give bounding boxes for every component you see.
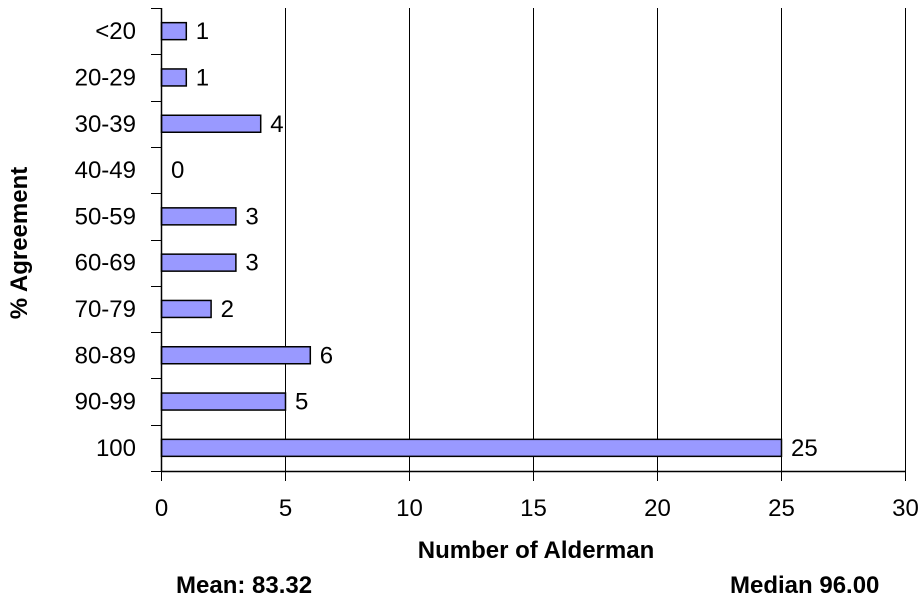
bar-7 bbox=[160, 346, 312, 365]
x-tick-label-20: 20 bbox=[644, 495, 671, 522]
x-tick-label-5: 5 bbox=[279, 495, 292, 522]
labels: 1 <20 1 20-29 4 30-39 0 40-49 3 50-59 3 60-69 2 70-79… bbox=[75, 18, 919, 522]
value-label-3: 0 bbox=[171, 157, 184, 184]
value-label-9: 25 bbox=[791, 435, 818, 462]
category-label-9: 100 bbox=[96, 435, 136, 462]
value-label-1: 1 bbox=[196, 64, 209, 91]
category-label-8: 90-99 bbox=[75, 389, 136, 416]
y-axis-title: % Agreement bbox=[6, 167, 33, 319]
category-label-7: 80-89 bbox=[75, 342, 136, 369]
category-label-5: 60-69 bbox=[75, 250, 136, 277]
bar-1 bbox=[160, 68, 188, 87]
bar-5 bbox=[160, 253, 237, 272]
value-label-5: 3 bbox=[245, 250, 258, 277]
bar-8 bbox=[160, 392, 287, 411]
x-tick-label-30: 30 bbox=[892, 495, 919, 522]
category-label-3: 40-49 bbox=[75, 157, 136, 184]
median-annotation: Median 96.00 bbox=[730, 572, 879, 599]
category-label-1: 20-29 bbox=[75, 64, 136, 91]
bar-2 bbox=[160, 114, 262, 133]
x-axis-title: Number of Alderman bbox=[418, 537, 654, 564]
value-label-0: 1 bbox=[196, 18, 209, 45]
category-label-4: 50-59 bbox=[75, 203, 136, 230]
x-tick-label-25: 25 bbox=[768, 495, 795, 522]
category-label-0: <20 bbox=[95, 18, 136, 45]
axes bbox=[151, 8, 906, 481]
mean-annotation: Mean: 83.32 bbox=[176, 572, 312, 599]
value-label-8: 5 bbox=[295, 389, 308, 416]
value-label-4: 3 bbox=[245, 203, 258, 230]
gridlines bbox=[285, 8, 906, 471]
bar-4 bbox=[160, 207, 237, 226]
x-tick-label-10: 10 bbox=[396, 495, 423, 522]
bar-9 bbox=[160, 438, 783, 458]
category-label-6: 70-79 bbox=[75, 296, 136, 323]
x-tick-label-0: 0 bbox=[155, 495, 168, 522]
bar-0 bbox=[160, 21, 188, 41]
bar-6 bbox=[160, 299, 212, 319]
value-label-7: 6 bbox=[320, 342, 333, 369]
category-label-2: 30-39 bbox=[75, 111, 136, 138]
bars bbox=[160, 21, 783, 458]
x-tick-label-15: 15 bbox=[520, 495, 547, 522]
value-label-6: 2 bbox=[221, 296, 234, 323]
value-label-2: 4 bbox=[270, 111, 283, 138]
